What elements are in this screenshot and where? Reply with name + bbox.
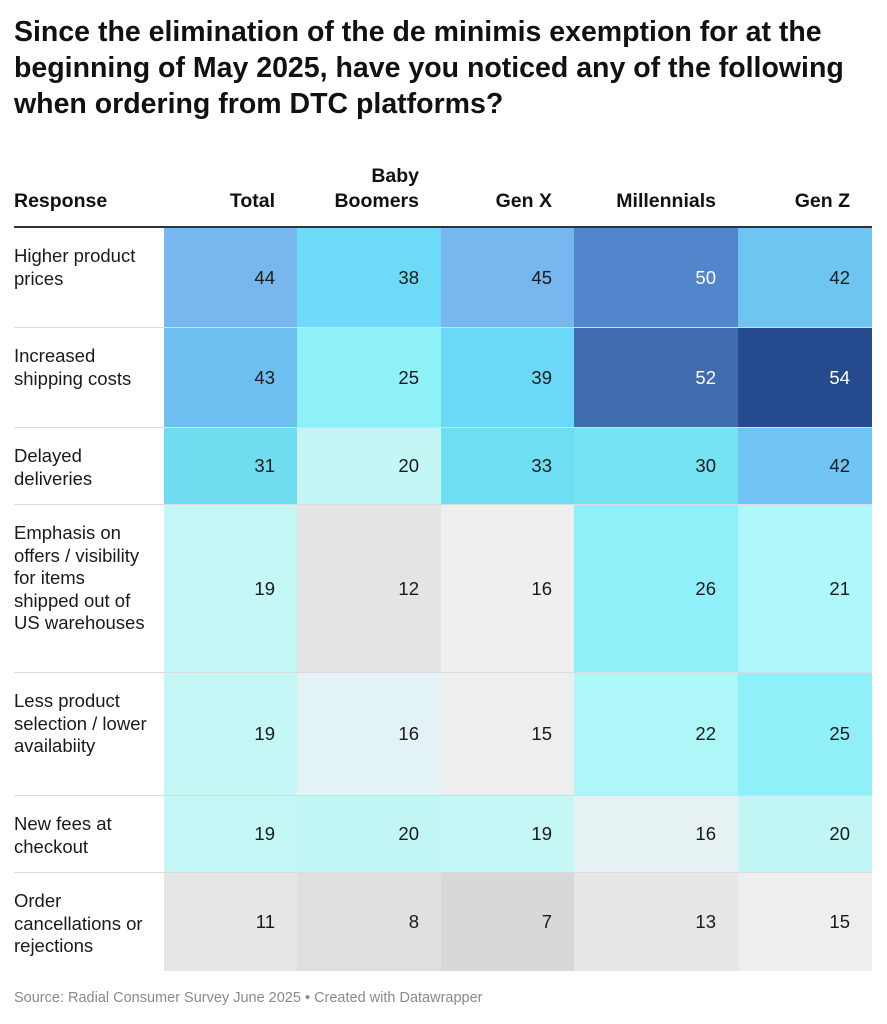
cell-millennials: 30: [574, 428, 738, 504]
cell-baby-boomers: 12: [297, 505, 441, 672]
table-row: Less product selection / lower availabii…: [14, 673, 872, 796]
header-baby-boomers: Baby Boomers: [334, 164, 419, 214]
row-label: Delayed deliveries: [14, 445, 93, 489]
row-label: Less product selection / lower availabii…: [14, 690, 147, 756]
row-label: Order cancellations or rejections: [14, 890, 143, 956]
cell-baby-boomers: 8: [297, 873, 441, 971]
cell-baby-boomers: 38: [297, 228, 441, 327]
cell-baby-boomers: 16: [297, 673, 441, 795]
cell-gen-z: 42: [738, 428, 872, 504]
row-label: Higher product prices: [14, 245, 136, 289]
cell-millennials: 26: [574, 505, 738, 672]
cell-gen-x: 33: [441, 428, 574, 504]
header-gen-x: Gen X: [495, 190, 552, 212]
header-total: Total: [229, 190, 275, 212]
table-row: Increased shipping costs 43 25 39 52 54: [14, 328, 872, 428]
cell-millennials: 52: [574, 328, 738, 427]
cell-total: 44: [164, 228, 297, 327]
cell-gen-x: 39: [441, 328, 574, 427]
cell-total: 19: [164, 796, 297, 872]
header-baby-boomers-line1: Baby: [371, 165, 419, 187]
cell-baby-boomers: 20: [297, 796, 441, 872]
cell-gen-z: 54: [738, 328, 872, 427]
cell-total: 43: [164, 328, 297, 427]
chart-title: Since the elimination of the de minimis …: [14, 16, 844, 120]
cell-total: 19: [164, 673, 297, 795]
table-row: New fees at checkout 19 20 19 16 20: [14, 796, 872, 873]
cell-gen-z: 42: [738, 228, 872, 327]
source-note: Source: Radial Consumer Survey June 2025…: [14, 990, 483, 1006]
cell-total: 11: [164, 873, 297, 971]
cell-total: 31: [164, 428, 297, 504]
header-row: Response Total Baby Boomers Gen X Millen…: [14, 160, 872, 228]
table-body: Higher product prices 44 38 45 50 42 Increased…: [14, 228, 872, 971]
cell-millennials: 50: [574, 228, 738, 327]
table-row: Delayed deliveries 31 20 33 30 42: [14, 428, 872, 505]
table-row: Emphasis on offers / visibility for item…: [14, 505, 872, 673]
header-baby-boomers-line2: Boomers: [334, 190, 419, 212]
cell-gen-z: 15: [738, 873, 872, 971]
cell-total: 19: [164, 505, 297, 672]
cell-gen-x: 19: [441, 796, 574, 872]
row-label: Emphasis on offers / visibility for item…: [14, 522, 145, 633]
cell-gen-x: 7: [441, 873, 574, 971]
data-table: Response Total Baby Boomers Gen X Millen…: [14, 160, 872, 971]
row-label: New fees at checkout: [14, 813, 112, 857]
cell-gen-x: 15: [441, 673, 574, 795]
header-gen-z: Gen Z: [794, 190, 850, 212]
row-label: Increased shipping costs: [14, 345, 132, 389]
cell-millennials: 22: [574, 673, 738, 795]
cell-baby-boomers: 25: [297, 328, 441, 427]
table-row: Higher product prices 44 38 45 50 42: [14, 228, 872, 328]
cell-baby-boomers: 20: [297, 428, 441, 504]
cell-gen-x: 45: [441, 228, 574, 327]
table-row: Order cancellations or rejections 11 8 7 13 1…: [14, 873, 872, 971]
cell-millennials: 13: [574, 873, 738, 971]
header-response: Response: [14, 190, 108, 212]
cell-gen-z: 21: [738, 505, 872, 672]
cell-gen-x: 16: [441, 505, 574, 672]
cell-millennials: 16: [574, 796, 738, 872]
cell-gen-z: 25: [738, 673, 872, 795]
header-millennials: Millennials: [616, 190, 716, 212]
cell-gen-z: 20: [738, 796, 872, 872]
